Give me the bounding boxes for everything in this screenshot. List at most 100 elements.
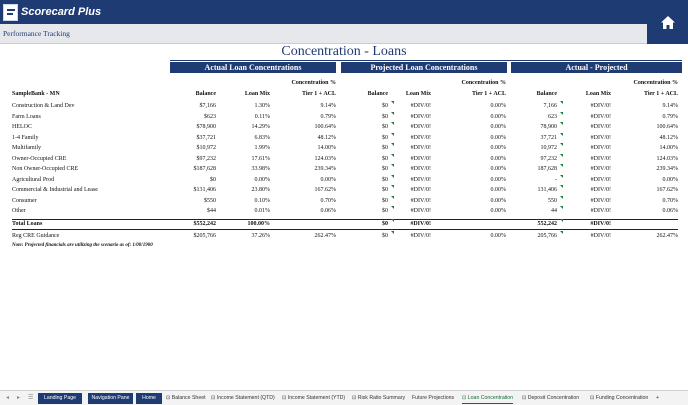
table-cell: $97,232 <box>196 155 217 162</box>
total-cell: $552,242 <box>193 220 217 227</box>
table-cell: 33.98% <box>251 166 271 172</box>
table-cell: 131,406 <box>537 187 558 193</box>
page-subtitle: Performance Tracking <box>3 29 70 38</box>
table-cell: #DIV/0! <box>410 103 431 109</box>
table-cell: #DIV/0! <box>410 124 431 130</box>
row-label: 1-4 Family <box>12 134 39 141</box>
header-loan-mix-projected: Loan Mix <box>405 91 431 97</box>
table-cell: 0.00% <box>490 197 507 204</box>
table-cell: #DIV/0! <box>410 113 431 120</box>
table-cell: $0 <box>382 155 388 162</box>
comment-marker-icon <box>391 174 394 178</box>
sheet-tab-income-statement-qtd[interactable]: ⊡ Income Statement (QTD) <box>211 395 275 401</box>
sheet-tab-loan-concentration[interactable]: ⊡ Loan Concentration <box>462 393 514 404</box>
table-cell: 550 <box>548 197 557 204</box>
table-cell: #DIV/0! <box>590 134 611 141</box>
table-cell: $131,406 <box>193 187 217 193</box>
total-cell: #DIV/0! <box>590 220 611 227</box>
table-cell: 1.99% <box>254 145 271 151</box>
header-tier1-acl-variance: Tier 1 + ACL <box>643 91 678 97</box>
total-cell: 100.00% <box>247 220 271 227</box>
comment-marker-icon <box>560 101 563 104</box>
table-cell: #DIV/0! <box>590 187 611 193</box>
table-cell: $78,900 <box>196 124 217 130</box>
sheet-tab-future-projections[interactable]: Future Projections <box>412 395 455 401</box>
header-loan-mix-variance: Loan Mix <box>585 91 611 97</box>
nav-button-landing-page[interactable]: Landing Page <box>38 393 82 404</box>
header-balance-projected: Balance <box>367 91 388 97</box>
row-label: HELOC <box>12 124 32 130</box>
sheet-tab-balance-sheet[interactable]: ⊡ Balance Sheet <box>166 395 206 401</box>
total-cell: #DIV/0! <box>410 220 431 227</box>
header-tier1-acl-actual: Tier 1 + ACL <box>301 91 336 97</box>
sheet-tab-income-statement-ytd[interactable]: ⊡ Income Statement (YTD) <box>282 395 346 401</box>
header-loan-mix-actual: Loan Mix <box>244 91 270 97</box>
table-cell: - <box>555 176 557 183</box>
comment-marker-icon <box>391 122 394 125</box>
app-title: Scorecard Plus <box>21 6 102 18</box>
table-cell: 48.12% <box>659 134 679 141</box>
table-cell: 0.79% <box>662 113 679 120</box>
table-cell: 0.00% <box>254 176 271 183</box>
comment-marker-icon <box>391 230 394 234</box>
table-cell: 14.00% <box>659 145 679 151</box>
sheet-tab-funding-concentration[interactable]: ⊡ Funding Concentration <box>590 395 649 401</box>
table-cell: 0.70% <box>320 197 337 204</box>
table-cell: #DIV/0! <box>590 197 611 204</box>
table-cell: #DIV/0! <box>410 208 431 214</box>
projection-note: Note: Projected financials are utilizing… <box>12 242 153 248</box>
table-cell: 167.62% <box>314 187 337 193</box>
table-cell: 623 <box>548 113 557 120</box>
group-header-variance: Actual - Projected <box>511 62 682 73</box>
reg-cre-cell: 262.47% <box>314 232 337 239</box>
table-cell: #DIV/0! <box>590 145 611 151</box>
table-cell: $7,166 <box>199 103 217 109</box>
home-button[interactable] <box>647 0 688 44</box>
scroll-left-icon[interactable]: ◂ <box>6 395 10 401</box>
table-cell: 100.64% <box>656 124 679 130</box>
row-label: Commercial & Industrial and Lease <box>12 187 98 193</box>
table-cell: 0.00% <box>490 113 507 120</box>
table-cell: $0 <box>382 187 388 193</box>
home-icon <box>660 15 675 29</box>
reg-cre-label: Reg CRE Guidance <box>12 232 60 239</box>
row-label: Agricultural Prod <box>12 176 55 183</box>
table-cell: 239.34% <box>314 166 337 172</box>
table-cell: $0 <box>210 176 216 183</box>
table-cell: 0.00% <box>662 176 679 183</box>
add-sheet-button[interactable]: + <box>656 395 660 401</box>
nav-button-home[interactable]: Home <box>136 393 162 404</box>
subheader: Performance Tracking <box>0 24 647 44</box>
table-cell: 0.00% <box>490 176 507 183</box>
table-cell: #DIV/0! <box>590 113 611 120</box>
reg-cre-cell: 262.47% <box>656 232 679 239</box>
reg-cre-cell: $205,766 <box>193 232 217 239</box>
table-cell: 0.00% <box>490 145 507 151</box>
table-cell: 0.00% <box>490 134 507 141</box>
table-cell: 0.00% <box>320 176 337 183</box>
sheet-list-icon[interactable]: ☰ <box>28 395 34 401</box>
nav-button-navigation-pane[interactable]: Navigation Pane <box>88 393 133 404</box>
table-cell: 44 <box>551 208 557 214</box>
comment-marker-icon <box>391 153 394 157</box>
table-cell: #DIV/0! <box>590 176 611 183</box>
table-cell: 14.00% <box>317 145 337 151</box>
logo-icon <box>3 3 18 21</box>
table-cell: $623 <box>204 113 216 120</box>
comment-marker-icon <box>560 195 563 199</box>
table-cell: 0.79% <box>320 113 337 120</box>
sheet-tab-deposit-concentration[interactable]: ⊡ Deposit Concentration <box>522 395 580 401</box>
table-cell: 10,972 <box>540 145 558 151</box>
header-concentration-variance: Concentration % <box>633 80 679 86</box>
table-cell: 0.00% <box>490 187 507 193</box>
scroll-right-icon[interactable]: ▸ <box>17 395 21 401</box>
total-divider <box>12 218 678 220</box>
table-cell: 0.00% <box>490 124 507 130</box>
row-label: Construction & Land Dev <box>12 103 75 109</box>
table-cell: $0 <box>382 103 388 109</box>
total-cell: 552,242 <box>537 220 558 227</box>
table-cell: 97,232 <box>540 155 558 162</box>
sheet-tab-risk-ratio-summary[interactable]: ⊡ Risk Ratio Summary <box>352 395 406 401</box>
table-cell: 124.03% <box>314 155 337 162</box>
total-label: Total Loans <box>12 220 43 227</box>
